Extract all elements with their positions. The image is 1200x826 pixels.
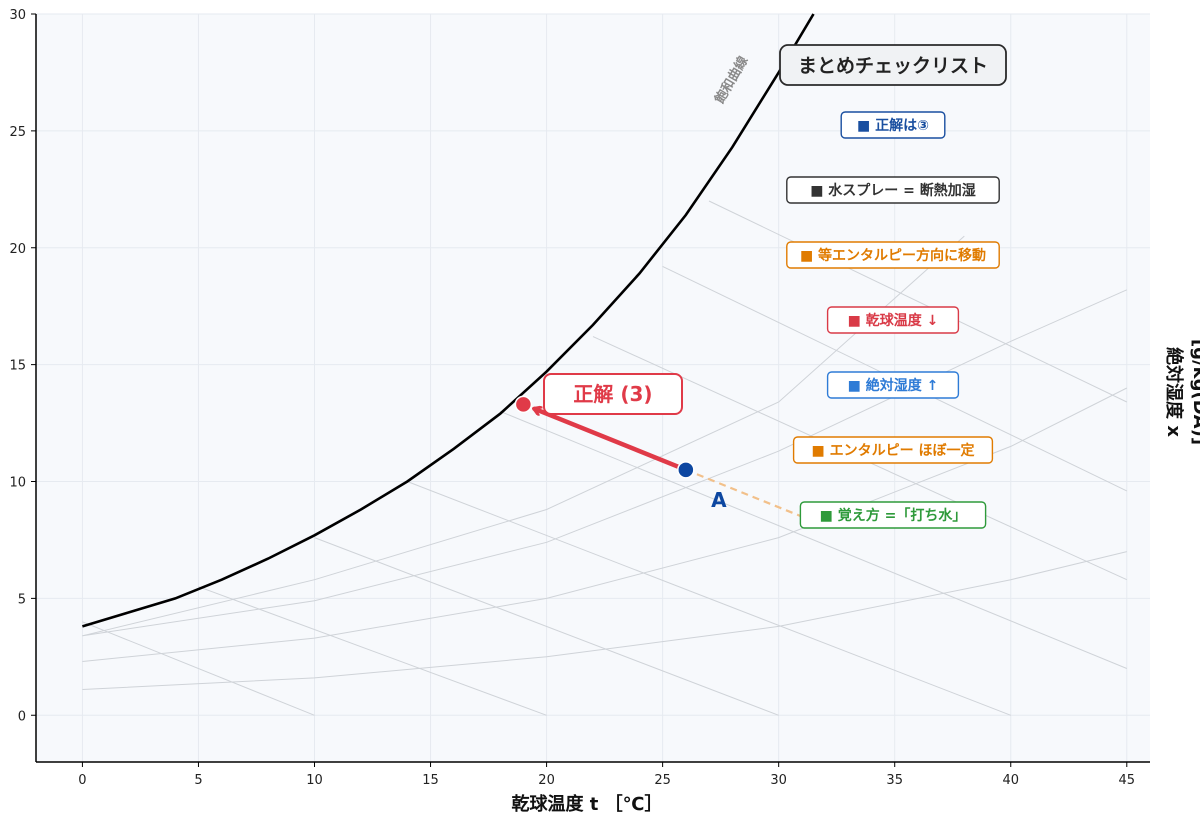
enthalpy-line bbox=[198, 586, 547, 716]
x-tick-label: 45 bbox=[1119, 773, 1136, 788]
point-a-label: A bbox=[711, 488, 727, 512]
checklist-item: ■ 正解は③ bbox=[857, 117, 929, 134]
enthalpy-line bbox=[708, 200, 1128, 403]
x-tick-label: 40 bbox=[1002, 773, 1019, 788]
relative-humidity-curve bbox=[82, 387, 1128, 662]
checklist-item-box bbox=[826, 371, 960, 399]
checklist-item-box bbox=[840, 111, 946, 139]
enthalpy-line bbox=[500, 410, 1127, 669]
checklist-item-box bbox=[799, 501, 987, 529]
x-axis-label: 乾球温度 t ［℃］ bbox=[512, 793, 663, 815]
checklist-item-box bbox=[826, 306, 960, 334]
point-a bbox=[677, 461, 695, 479]
checklist-item: ■ 水スプレー = 断熱加湿 bbox=[810, 182, 976, 199]
reference-lines bbox=[82, 200, 1128, 716]
y-axis-label: 絶対湿度 x [g/kg(DA)] bbox=[1163, 339, 1200, 445]
x-tick-label: 25 bbox=[654, 773, 671, 788]
relative-humidity-curve bbox=[82, 289, 1128, 637]
checklist-title: まとめチェックリスト bbox=[798, 55, 988, 77]
y-tick-label: 0 bbox=[18, 709, 26, 724]
x-tick-label: 30 bbox=[770, 773, 787, 788]
checklist-item-box bbox=[786, 176, 1000, 204]
relative-humidity-curve bbox=[82, 551, 1127, 690]
checklist-item: ■ 等エンタルピー方向に移動 bbox=[800, 247, 986, 264]
checklist-item-box bbox=[786, 241, 1000, 269]
y-tick-label: 20 bbox=[9, 242, 26, 257]
point-layer: A 正解 (3) bbox=[514, 373, 803, 518]
axes: 0 5 10 15 20 25 30 35 40 45 0 5 10 15 20 25 30 bbox=[9, 8, 1150, 788]
y-tick-label: 5 bbox=[18, 592, 26, 607]
enthalpy-line bbox=[82, 621, 315, 716]
x-tick-label: 0 bbox=[78, 773, 86, 788]
checklist-item: ■ 絶対湿度 ↑ bbox=[848, 377, 939, 394]
process-arrow bbox=[535, 409, 689, 473]
x-tick-label: 20 bbox=[538, 773, 555, 788]
answer-label-box bbox=[543, 373, 683, 415]
checklist-item: ■ エンタルピー ほぼ一定 bbox=[812, 442, 975, 459]
x-tick-label: 35 bbox=[886, 773, 903, 788]
checklist-title-box bbox=[779, 44, 1007, 86]
x-tick-label: 5 bbox=[194, 773, 202, 788]
checklist-item-box bbox=[792, 436, 994, 464]
answer-point bbox=[514, 395, 533, 414]
checklist-item: ■ 乾球温度 ↓ bbox=[848, 312, 939, 329]
enthalpy-line bbox=[407, 481, 1011, 716]
y-tick-label: 25 bbox=[9, 125, 26, 140]
checklist: まとめチェックリスト ■ 正解は③ ■ 水スプレー = 断熱加湿 ■ 等エンタルピー方… bbox=[779, 44, 1007, 529]
x-tick-label: 10 bbox=[306, 773, 323, 788]
saturation-curve bbox=[82, 13, 815, 628]
y-tick-label: 30 bbox=[9, 8, 26, 23]
enthalpy-line bbox=[314, 537, 779, 716]
relative-humidity-curve bbox=[82, 235, 965, 637]
x-tick-label: 15 bbox=[422, 773, 439, 788]
answer-label: 正解 (3) bbox=[573, 382, 652, 406]
y-tick-label: 15 bbox=[9, 359, 26, 374]
guide-line bbox=[685, 468, 803, 518]
y-tick-label: 10 bbox=[9, 476, 26, 491]
checklist-item: ■ 覚え方 =「打ち水」 bbox=[820, 507, 967, 524]
